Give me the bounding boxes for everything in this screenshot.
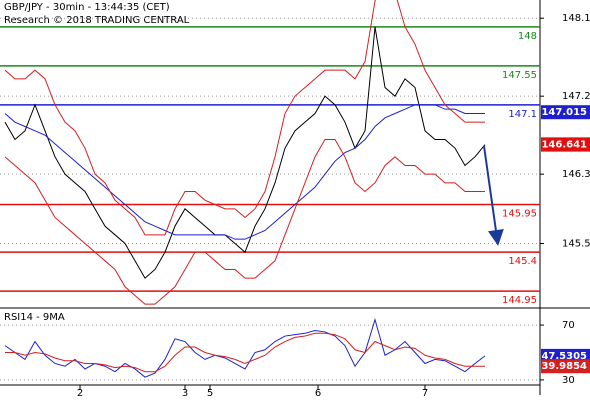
price-tag-label: 39.9854 — [541, 361, 587, 372]
x-tick-label: 2 — [77, 388, 83, 399]
series-line — [5, 332, 486, 373]
x-tick-label: 3 — [182, 388, 188, 399]
level-label: 147.1 — [508, 109, 537, 120]
price-tag-label: 147.015 — [541, 107, 587, 118]
x-tick-label: 5 — [207, 388, 213, 399]
price-tag — [541, 137, 590, 152]
series-line — [4, 317, 486, 378]
y-tick-label: 30 — [562, 375, 575, 386]
level-label: 145.4 — [508, 256, 537, 267]
forecast-arrow — [483, 145, 504, 246]
y-tick-label: 146.3 — [562, 169, 590, 180]
chart-title: GBP/JPY - 30min - 13:44:35 (CET) — [4, 2, 170, 13]
price-tag-label: 47.5305 — [541, 351, 587, 362]
y-tick-label: 147.2 — [562, 91, 590, 102]
level-label: 147.55 — [502, 70, 537, 81]
rsi-title: RSI14 - 9MA — [4, 312, 65, 323]
price-tag — [541, 359, 590, 374]
y-tick-label: 145.5 — [562, 238, 590, 249]
level-label: 145.95 — [502, 208, 537, 219]
x-tick-label: 6 — [315, 388, 321, 399]
series-line — [4, 0, 485, 236]
y-tick-label: 70 — [562, 320, 575, 331]
x-tick-label: 7 — [422, 388, 428, 399]
series-line — [4, 104, 485, 240]
price-tag-label: 146.641 — [541, 140, 587, 151]
y-tick-label: 148.1 — [562, 13, 590, 24]
level-label: 144.95 — [502, 295, 537, 306]
chart-subtitle: Research © 2018 TRADING CENTRAL — [4, 15, 190, 26]
level-label: 148 — [518, 31, 537, 42]
series-line — [4, 139, 485, 305]
price-tag — [541, 105, 590, 120]
series-line — [4, 26, 486, 279]
